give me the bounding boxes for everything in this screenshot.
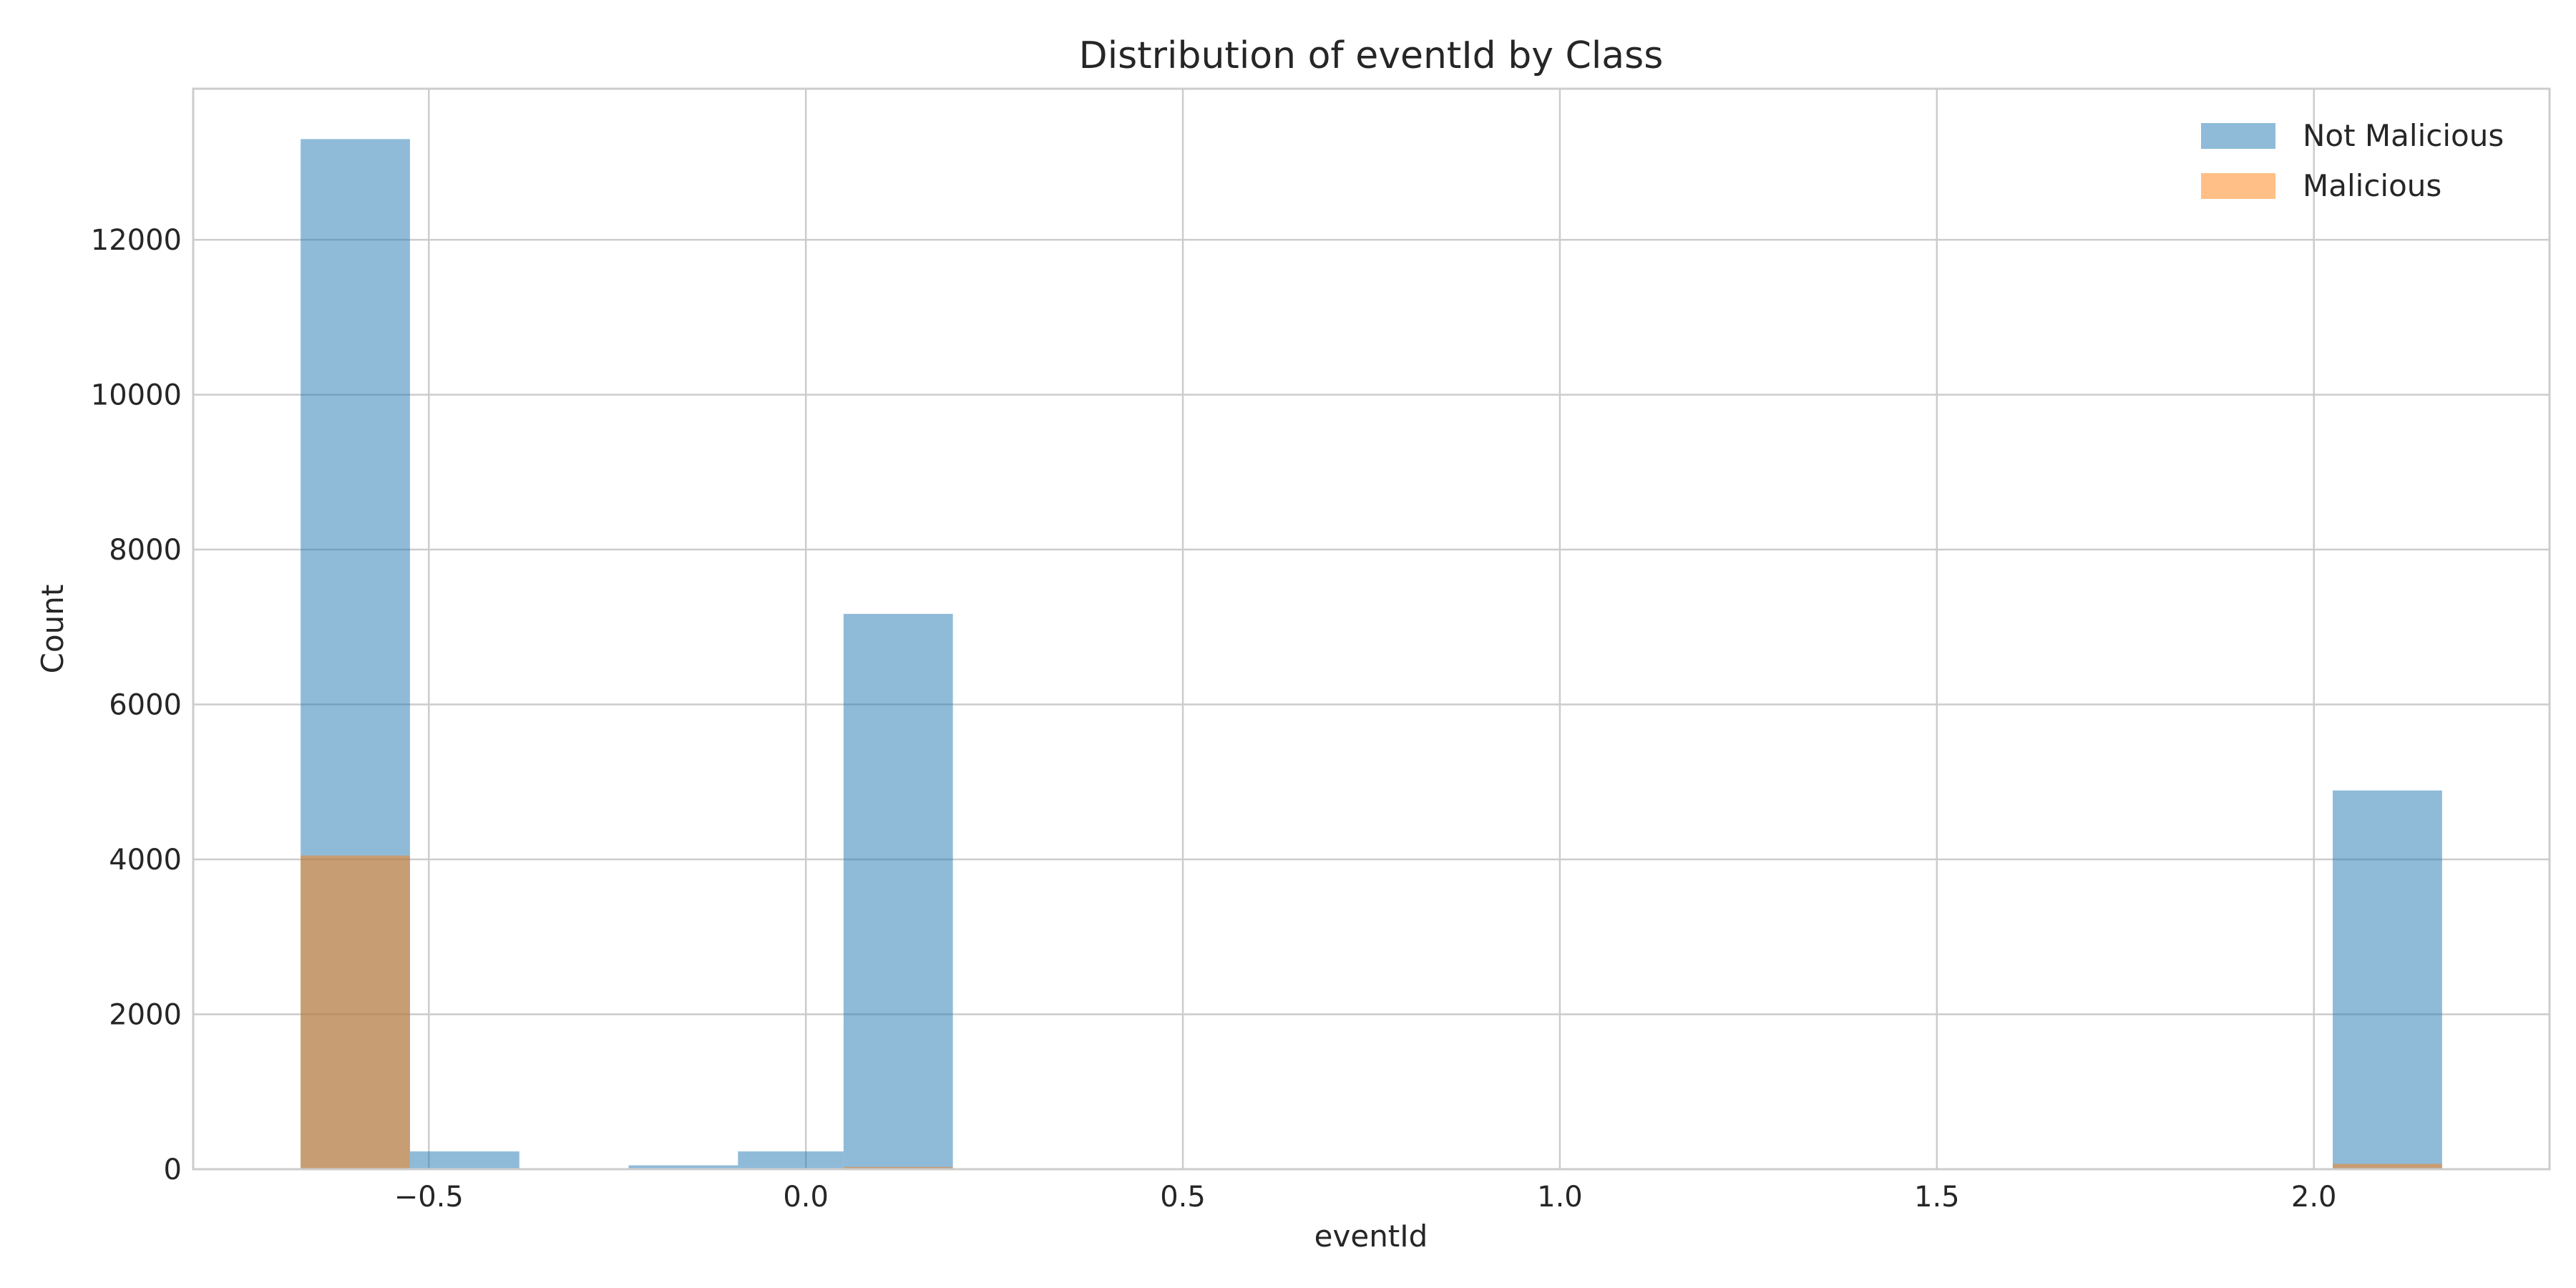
plot-frame — [192, 87, 2551, 1171]
x-tick-label: 0.0 — [783, 1181, 829, 1214]
bar-malicious — [843, 1166, 953, 1169]
histogram-bars — [301, 139, 2442, 1170]
chart-title: Distribution of eventId by Class — [1079, 34, 1664, 77]
bar-not-malicious — [2333, 790, 2442, 1169]
legend-swatch-malicious — [2201, 173, 2275, 199]
bar-not-malicious — [409, 1151, 519, 1169]
legend-swatch-not-malicious — [2201, 123, 2275, 149]
y-axis-title: Count — [35, 585, 70, 674]
y-tick-label: 10000 — [91, 379, 182, 412]
x-tick-label: 0.5 — [1160, 1181, 1206, 1214]
bar-not-malicious — [628, 1165, 738, 1169]
x-tick-label: 2.0 — [2291, 1181, 2337, 1214]
y-tick-label: 4000 — [109, 844, 182, 877]
bar-not-malicious — [738, 1151, 844, 1169]
legend: Not Malicious Malicious — [2201, 118, 2504, 203]
plot-background — [193, 89, 2550, 1169]
y-tick-label: 0 — [164, 1153, 182, 1186]
y-tick-labels: 0 2000 4000 6000 8000 10000 12000 — [91, 224, 182, 1186]
y-tick-label: 2000 — [109, 999, 182, 1032]
bar-malicious — [2333, 1163, 2442, 1169]
x-tick-label: 1.0 — [1537, 1181, 1583, 1214]
legend-label-malicious: Malicious — [2303, 168, 2441, 203]
bar-malicious — [301, 855, 410, 1169]
x-tick-label: −0.5 — [394, 1181, 464, 1214]
y-tick-label: 12000 — [91, 224, 182, 257]
y-tick-label: 6000 — [109, 689, 182, 722]
x-axis-title: eventId — [1314, 1219, 1428, 1254]
legend-label-not-malicious: Not Malicious — [2303, 118, 2504, 153]
bar-not-malicious — [843, 613, 953, 1169]
x-tick-labels: −0.5 0.0 0.5 1.0 1.5 2.0 — [394, 1181, 2337, 1214]
x-tick-label: 1.5 — [1914, 1181, 1960, 1214]
y-tick-label: 8000 — [109, 534, 182, 567]
